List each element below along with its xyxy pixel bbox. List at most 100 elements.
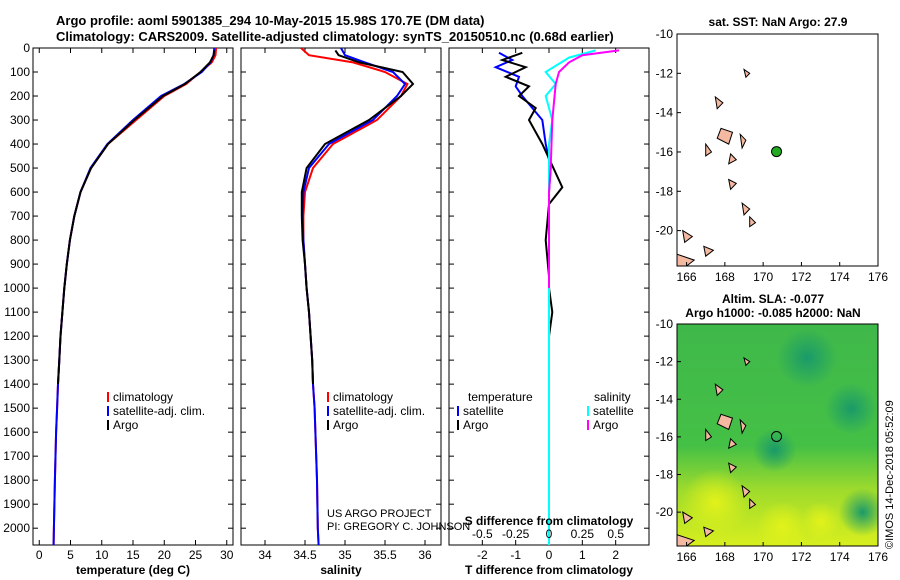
y-tick-label: 1800: [3, 473, 30, 487]
s-axis-label: S difference from climatology: [465, 514, 634, 528]
series-line-argo: [57, 50, 216, 385]
island: [705, 427, 713, 442]
s-axis-tick-label: -0.5: [472, 527, 493, 541]
island: [716, 413, 734, 431]
x-tick-label: -1: [510, 548, 521, 562]
s-axis-tick-label: 0: [546, 527, 553, 541]
plot-frame: [32, 47, 234, 546]
panel-difference: -2 -1 0 1 2T difference from climatology -0.5…: [448, 47, 650, 577]
island: [739, 418, 747, 435]
lon-tick-label: 170: [753, 270, 773, 284]
island: [703, 245, 715, 258]
island: [749, 215, 757, 228]
map-sla-title-2: Argo h1000: -0.085 h2000: NaN: [685, 306, 860, 320]
series-line-temperature-argo: [499, 51, 564, 385]
y-tick-label: 1300: [3, 353, 30, 367]
x-tick-label: 0: [36, 548, 43, 562]
x-axis-label: temperature (deg C): [76, 563, 190, 577]
island: [682, 511, 694, 525]
y-tick-label: 1700: [3, 449, 30, 463]
sla-anomaly-blob: [681, 468, 750, 537]
y-tick-label: 1400: [3, 377, 30, 391]
x-tick-label: 35.5: [373, 548, 397, 562]
map-frame: [676, 33, 879, 267]
legend-label: satellite-adj. clim.: [333, 404, 425, 418]
lon-tick-label: 170: [753, 550, 773, 564]
y-tick-label: 400: [10, 137, 30, 151]
sla-anomaly-blob: [838, 488, 878, 537]
y-tick-label: 500: [10, 161, 30, 175]
y-tick-label: 900: [10, 257, 30, 271]
lon-tick-label: 172: [791, 550, 811, 564]
sla-anomaly-blob: [825, 382, 878, 435]
island: [728, 437, 738, 450]
lat-tick-label: -16: [656, 430, 674, 444]
map-sst-title: sat. SST: NaN Argo: 27.9: [709, 15, 848, 29]
sla-anomaly-blob: [800, 501, 841, 542]
y-tick-label: 1900: [3, 497, 30, 511]
title-line-2: Climatology: CARS2009. Satellite-adjuste…: [56, 29, 614, 44]
legend-label: climatology: [113, 390, 173, 404]
series-group: [300, 48, 415, 545]
plot-frame: [240, 47, 442, 546]
island: [677, 253, 696, 266]
map-content: [677, 324, 878, 546]
island: [749, 497, 757, 510]
x-tick-label: 35: [338, 548, 352, 562]
island: [728, 152, 738, 165]
island: [739, 132, 747, 150]
y-tick-label: 2000: [3, 521, 30, 535]
side-stamp: ©IMOS 14-Dec-2018 05:52:09: [884, 400, 896, 549]
legend-title-salinity: salinity: [594, 390, 631, 404]
x-tick-label: -2: [477, 548, 488, 562]
x-tick-label: 20: [158, 548, 172, 562]
lat-tick-label: -12: [656, 66, 674, 80]
island: [741, 201, 751, 216]
island: [716, 127, 734, 145]
island: [741, 484, 751, 499]
island: [714, 383, 724, 397]
sla-anomaly-blob: [777, 327, 838, 388]
lon-tick-label: 168: [715, 270, 735, 284]
x-tick-label: 0: [546, 548, 553, 562]
float-position-marker: [771, 431, 783, 443]
map-frame: [676, 323, 879, 547]
lon-tick-label: 176: [868, 270, 888, 284]
lat-tick-label: -10: [656, 317, 674, 331]
island: [705, 142, 713, 157]
legend-label: Argo: [463, 418, 489, 432]
lon-tick-label: 166: [677, 550, 697, 564]
s-axis-tick-label: 0.25: [571, 527, 595, 541]
legend-label: satellite: [593, 404, 634, 418]
island: [703, 526, 715, 538]
series-line-argo: [300, 49, 415, 385]
legend-label: Argo: [593, 418, 619, 432]
lon-tick-label: 166: [677, 270, 697, 284]
s-axis-tick-label: 0.5: [607, 527, 624, 541]
x-tick-label: 5: [67, 548, 74, 562]
lat-tick-label: -20: [656, 505, 674, 519]
x-tick-label: 25: [189, 548, 203, 562]
lon-tick-label: 176: [868, 550, 888, 564]
x-axis-label: salinity: [320, 563, 362, 577]
x-tick-label: 2: [612, 548, 619, 562]
title-line-1: Argo profile: aoml 5901385_294 10-May-20…: [56, 13, 485, 28]
x-tick-label: 34.5: [293, 548, 317, 562]
panel-map_sla: 166 168 170 172 174 176 -10 -12 -14 -16 -18 -20 Alti…: [656, 292, 889, 564]
float-position-marker: [771, 146, 783, 158]
legend-label: Argo: [113, 418, 139, 432]
island: [677, 534, 696, 546]
series-line-salinity-argo: [548, 49, 620, 289]
x-tick-label: 36: [418, 548, 432, 562]
lon-tick-label: 174: [830, 270, 850, 284]
legend-label: satellite: [463, 404, 504, 418]
island: [714, 95, 724, 110]
x-axis-label: T difference from climatology: [465, 563, 633, 577]
y-tick-label: 1000: [3, 281, 30, 295]
map-panels: 166 168 170 172 174 176 -10 -12 -14 -16 -18 -20 sat.…: [656, 15, 889, 564]
lon-tick-label: 174: [830, 550, 850, 564]
series-group: [52, 48, 218, 545]
y-tick-label: 0: [23, 41, 30, 55]
lat-tick-label: -16: [656, 145, 674, 159]
